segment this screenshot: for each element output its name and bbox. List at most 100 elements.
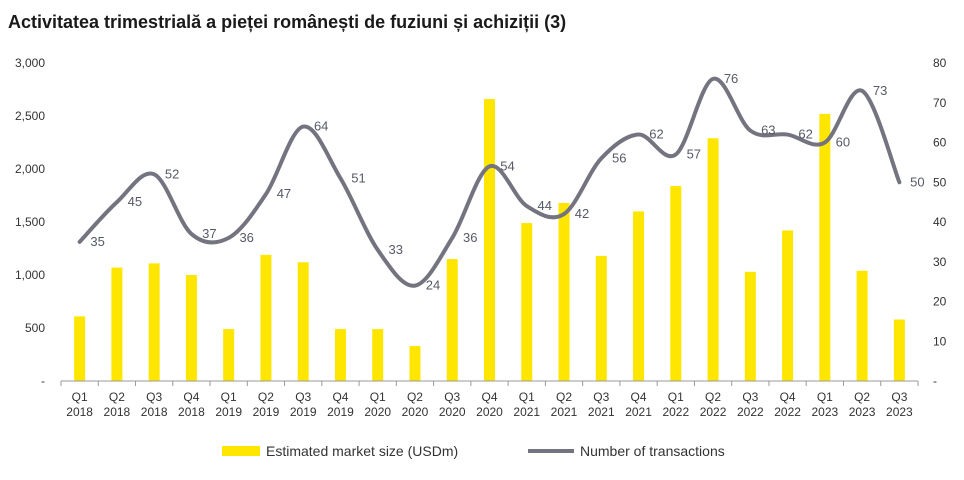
- bar-15: [633, 211, 645, 381]
- bar-19: [782, 230, 794, 381]
- bar-14: [595, 255, 607, 381]
- left-axis-tick-label-5: 2,500: [15, 109, 45, 123]
- x-tick-label-year: 2018: [104, 405, 131, 419]
- x-tick-label-quarter: Q2: [854, 390, 870, 404]
- bar-16: [670, 185, 682, 381]
- x-tick-label-year: 2021: [551, 405, 578, 419]
- x-tick-label-quarter: Q1: [370, 390, 386, 404]
- x-tick-label-year: 2019: [253, 405, 280, 419]
- legend-bar-label: Estimated market size (USDm): [266, 443, 458, 459]
- bar-13: [558, 202, 570, 381]
- x-tick-label-year: 2019: [215, 405, 242, 419]
- x-tick-label-year: 2019: [327, 405, 354, 419]
- x-tick-label-22: Q3 2023: [886, 390, 913, 419]
- x-tick-label-12: Q1 2021: [513, 390, 540, 419]
- left-axis-tick-label-6: 3,000: [15, 56, 45, 70]
- right-axis-tick-label-8: 80: [933, 56, 947, 70]
- x-tick-label-quarter: Q1: [817, 390, 833, 404]
- left-y-axis: - 500 1,000 1,500 2,000 2,500 3,000: [15, 56, 45, 388]
- bar-10: [446, 259, 458, 381]
- transactions-data-label-3: 37: [202, 226, 216, 241]
- x-tick-label-2: Q3 2018: [141, 390, 168, 419]
- x-tick-label-year: 2021: [513, 405, 540, 419]
- bar-12: [521, 223, 533, 381]
- x-tick-label-7: Q4 2019: [327, 390, 354, 419]
- bar-9: [409, 346, 421, 381]
- x-tick-label-3: Q4 2018: [178, 390, 205, 419]
- x-tick-label-year: 2019: [290, 405, 317, 419]
- x-tick-label-quarter: Q4: [780, 390, 796, 404]
- legend-bar-swatch: [222, 446, 260, 456]
- x-tick-label-quarter: Q4: [631, 390, 647, 404]
- transactions-data-label-20: 60: [836, 135, 850, 150]
- transactions-data-label-0: 35: [90, 234, 104, 249]
- bar-8: [372, 329, 384, 381]
- right-axis-tick-label-7: 70: [933, 96, 947, 110]
- bar-1: [111, 267, 123, 381]
- x-tick-label-year: 2018: [66, 405, 93, 419]
- left-axis-tick-label-4: 2,000: [15, 162, 45, 176]
- x-tick-label-quarter: Q4: [481, 390, 497, 404]
- left-axis-tick-label-0: -: [41, 374, 45, 388]
- bar-4: [223, 329, 235, 381]
- bar-0: [74, 316, 86, 381]
- x-tick-label-10: Q3 2020: [439, 390, 466, 419]
- right-axis-tick-label-1: 10: [933, 334, 947, 348]
- x-tick-label-1: Q2 2018: [104, 390, 131, 419]
- bar-11: [484, 99, 495, 381]
- bar-3: [185, 275, 197, 381]
- bar-22: [893, 319, 905, 381]
- x-tick-label-year: 2022: [737, 405, 764, 419]
- x-tick-label-6: Q3 2019: [290, 390, 317, 419]
- x-tick-label-quarter: Q1: [221, 390, 237, 404]
- x-tick-label-year: 2018: [141, 405, 168, 419]
- transactions-data-label-9: 24: [426, 278, 440, 293]
- x-tick-label-quarter: Q1: [519, 390, 535, 404]
- x-tick-label-year: 2023: [811, 405, 838, 419]
- x-tick-label-year: 2021: [588, 405, 615, 419]
- x-tick-label-quarter: Q2: [407, 390, 423, 404]
- x-tick-label-year: 2023: [849, 405, 876, 419]
- chart-title: Activitatea trimestrială a pieței române…: [8, 12, 567, 32]
- bars-layer: [74, 99, 905, 381]
- transactions-data-label-2: 52: [165, 166, 179, 181]
- bar-17: [707, 138, 719, 381]
- left-axis-tick-label-3: 1,500: [15, 215, 45, 229]
- x-tick-label-year: 2020: [364, 405, 391, 419]
- transactions-data-label-21: 73: [873, 83, 887, 98]
- x-tick-marks: [60, 381, 919, 386]
- transactions-data-label-18: 63: [761, 123, 775, 138]
- x-tick-label-year: 2022: [774, 405, 801, 419]
- x-tick-label-11: Q4 2020: [476, 390, 503, 419]
- transactions-data-label-10: 36: [463, 230, 477, 245]
- x-tick-label-quarter: Q4: [183, 390, 199, 404]
- transactions-data-label-4: 36: [239, 230, 253, 245]
- x-tick-label-19: Q4 2022: [774, 390, 801, 419]
- right-axis-tick-label-6: 60: [933, 136, 947, 150]
- transactions-data-label-11: 54: [500, 158, 514, 173]
- chart-legend: Estimated market size (USDm) Number of t…: [222, 443, 725, 459]
- x-tick-label-13: Q2 2021: [551, 390, 578, 419]
- x-tick-label-20: Q1 2023: [811, 390, 838, 419]
- x-tick-label-year: 2023: [886, 405, 913, 419]
- x-tick-label-quarter: Q2: [258, 390, 274, 404]
- x-tick-label-5: Q2 2019: [253, 390, 280, 419]
- x-tick-label-17: Q2 2022: [700, 390, 727, 419]
- transactions-data-label-22: 50: [910, 174, 924, 189]
- transactions-data-label-1: 45: [128, 194, 142, 209]
- right-axis-tick-label-4: 40: [933, 215, 947, 229]
- x-tick-label-14: Q3 2021: [588, 390, 615, 419]
- x-tick-label-quarter: Q3: [891, 390, 907, 404]
- left-axis-tick-label-1: 500: [25, 321, 45, 335]
- transactions-data-label-16: 57: [687, 146, 701, 161]
- x-tick-label-18: Q3 2022: [737, 390, 764, 419]
- x-tick-label-year: 2022: [662, 405, 689, 419]
- bar-20: [819, 113, 831, 381]
- left-axis-tick-label-2: 1,000: [15, 268, 45, 282]
- data-labels-layer: 35 45 52 37 36 47 64 51 33 24 36 54 44 42 56 62 57 76 63 62…: [90, 71, 924, 293]
- x-tick-label-15: Q4 2021: [625, 390, 652, 419]
- x-tick-label-0: Q1 2018: [66, 390, 93, 419]
- transactions-data-label-15: 62: [649, 127, 663, 142]
- x-tick-label-21: Q2 2023: [849, 390, 876, 419]
